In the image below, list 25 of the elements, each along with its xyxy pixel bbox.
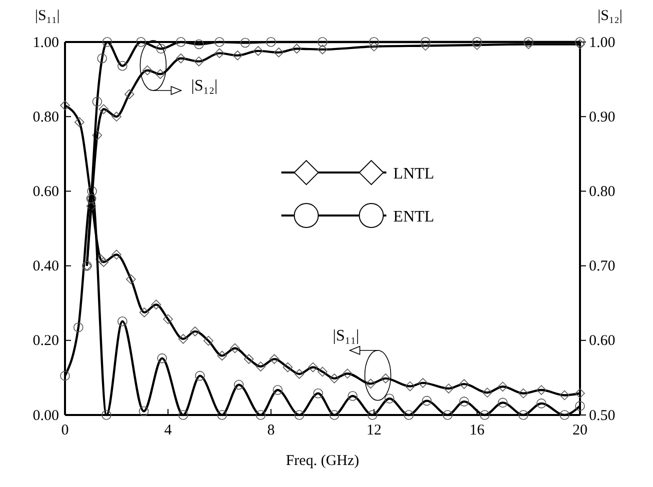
y2-tick-label: 1.00 [589,34,616,51]
x-tick-label: 16 [470,422,485,438]
annotation: |S₁₁| [332,327,360,344]
x-tick-label: 12 [366,422,382,438]
y-tick-label: 0.80 [32,109,59,126]
x-tick-label: 4 [164,422,172,438]
y2-axis-title: |S₁₂| [598,8,622,24]
y2-tick-label: 0.50 [589,408,616,424]
x-tick-label: 20 [572,422,588,438]
y-tick-label: 0.60 [32,184,59,200]
y2-tick-label: 0.80 [589,184,616,200]
legend-label: LNTL [393,166,434,183]
y-tick-label: 0.00 [32,408,59,424]
y-axis-title: |S₁₁| [35,8,60,24]
y-tick-label: 0.40 [32,258,59,275]
y2-tick-label: 0.90 [589,109,616,126]
y2-tick-label: 0.70 [589,258,616,275]
y-tick-label: 0.20 [32,333,59,350]
x-tick-label: 0 [61,422,69,438]
y2-tick-label: 0.60 [589,333,616,350]
x-axis-title: Freq. (GHz) [286,453,360,469]
x-tick-label: 8 [267,422,275,438]
annotation: |S₁₂| [191,77,218,94]
y-tick-label: 1.00 [32,34,59,51]
legend-label: ENTL [393,208,434,226]
